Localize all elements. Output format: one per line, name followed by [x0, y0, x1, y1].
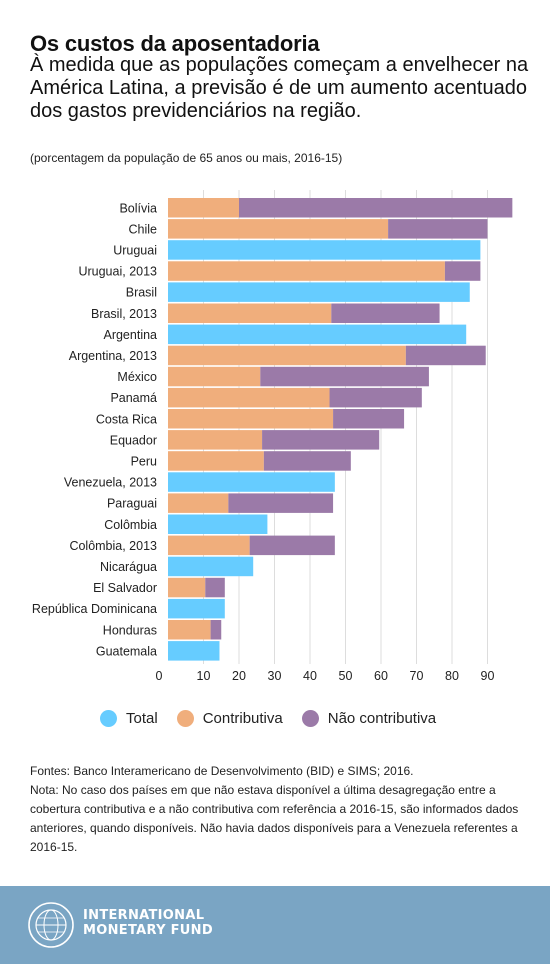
legend-label-nao-contributiva: Não contributiva	[327, 709, 437, 727]
bar-total	[168, 282, 470, 302]
imf-wordmark-line1: INTERNATIONAL	[83, 908, 205, 923]
imf-wordmark-line2: MONETARY FUND	[83, 923, 213, 938]
bar-total	[168, 556, 254, 577]
bar-total	[168, 641, 220, 661]
bar-nao_contributiva	[249, 535, 335, 556]
sources-text: Fontes: Banco Interamericano de Desenvol…	[30, 764, 414, 778]
chart-unit-note: (porcentagem da população de 65 anos ou …	[30, 151, 343, 165]
category-label: Equador	[110, 433, 157, 447]
imf-seal-logo	[28, 902, 74, 948]
category-label: Paraguai	[107, 497, 157, 511]
legend-item-total: Total	[100, 709, 158, 727]
bar-nao_contributiva	[262, 430, 380, 450]
bar-nao_contributiva	[228, 493, 334, 513]
bar-contributiva	[168, 535, 250, 556]
bar-contributiva	[168, 219, 389, 239]
bar-contributiva	[168, 387, 330, 408]
bar-nao_contributiva	[205, 577, 225, 598]
bar-contributiva	[168, 345, 406, 366]
bar-contributiva	[168, 430, 263, 450]
legend-swatch-nao-contributiva	[301, 709, 319, 727]
bar-contributiva	[168, 303, 332, 323]
bar-nao_contributiva	[239, 198, 513, 218]
x-tick-label-10: 10	[197, 669, 211, 683]
bar-contributiva	[168, 620, 211, 640]
bar-total	[168, 240, 481, 260]
category-label: Argentina, 2013	[69, 349, 157, 363]
legend-item-contributiva: Contributiva	[176, 709, 283, 727]
bar-total	[168, 514, 268, 534]
category-label: Brasil	[126, 286, 157, 300]
bar-contributiva	[168, 366, 261, 387]
x-tick-label-60: 60	[374, 669, 388, 683]
x-tick-label-30: 30	[268, 669, 282, 683]
x-tick-label-70: 70	[410, 669, 424, 683]
x-tick-label-90: 90	[481, 669, 495, 683]
x-tick-label-50: 50	[339, 669, 353, 683]
x-tick-label-40: 40	[303, 669, 317, 683]
bar-nao_contributiva	[444, 261, 481, 281]
legend-label-total: Total	[126, 709, 158, 727]
bar-total	[168, 598, 225, 619]
category-label: Chile	[129, 222, 158, 236]
bar-nao_contributiva	[329, 387, 422, 408]
category-label: Venezuela, 2013	[64, 476, 157, 490]
x-axis-ticks: 0 10 20 30 40 50 60 70 80 90	[156, 669, 495, 683]
x-tick-label-80: 80	[445, 669, 459, 683]
legend-swatch-total	[100, 709, 117, 727]
category-label: Brasil, 2013	[91, 307, 157, 321]
bar-contributiva	[168, 577, 206, 598]
category-label: Nicarágua	[100, 560, 157, 574]
legend: Total Contributiva Não contributiva	[100, 708, 455, 728]
category-label: República Dominicana	[32, 602, 157, 616]
category-label: Honduras	[103, 623, 157, 637]
bar-nao_contributiva	[405, 345, 486, 366]
bar-nao_contributiva	[210, 620, 222, 640]
category-label: Costa Rica	[96, 412, 157, 426]
category-label: Panamá	[110, 391, 157, 405]
chart-title: Os custos da aposentadoria	[30, 31, 320, 56]
legend-item-nao-contributiva: Não contributiva	[301, 709, 437, 727]
bar-contributiva	[168, 261, 445, 281]
footnotes: Fontes: Banco Interamericano de Desenvol…	[30, 762, 525, 857]
bar-nao_contributiva	[263, 451, 351, 471]
bar-contributiva	[168, 493, 229, 513]
category-labels: Bolívia Chile Uruguai Uruguai, 2013 Brasil Br…	[32, 201, 157, 658]
bar-total	[168, 324, 467, 345]
bar-nao_contributiva	[388, 219, 488, 239]
imf-wordmark: INTERNATIONAL MONETARY FUND	[83, 908, 213, 938]
category-label: El Salvador	[93, 581, 157, 595]
bar-contributiva	[168, 451, 264, 471]
category-label: México	[117, 370, 157, 384]
category-label: Colômbia	[104, 518, 157, 532]
chart-subtitle: À medida que as populações começam a env…	[30, 54, 529, 122]
category-label: Bolívia	[119, 201, 157, 215]
bar-contributiva	[168, 198, 239, 218]
bar-contributiva	[168, 409, 334, 429]
category-label: Peru	[131, 454, 157, 468]
imf-footer: INTERNATIONAL MONETARY FUND	[0, 886, 550, 964]
bar-total	[168, 472, 335, 492]
bar-chart: Bolívia Chile Uruguai Uruguai, 2013 Brasil Br…	[32, 190, 513, 683]
x-tick-label-0: 0	[156, 669, 163, 683]
category-label: Colômbia, 2013	[69, 539, 157, 553]
x-tick-label-20: 20	[232, 669, 246, 683]
bar-nao_contributiva	[333, 409, 405, 429]
legend-swatch-contributiva	[176, 709, 194, 727]
category-label: Argentina	[103, 328, 157, 342]
legend-label-contributiva: Contributiva	[202, 709, 283, 727]
category-label: Uruguai, 2013	[78, 265, 157, 279]
bars	[168, 198, 513, 661]
note-text: Nota: No caso dos países em que não esta…	[30, 783, 519, 854]
bar-nao_contributiva	[260, 366, 429, 387]
category-label: Uruguai	[113, 243, 157, 257]
category-label: Guatemala	[96, 644, 157, 658]
bar-nao_contributiva	[331, 303, 440, 323]
